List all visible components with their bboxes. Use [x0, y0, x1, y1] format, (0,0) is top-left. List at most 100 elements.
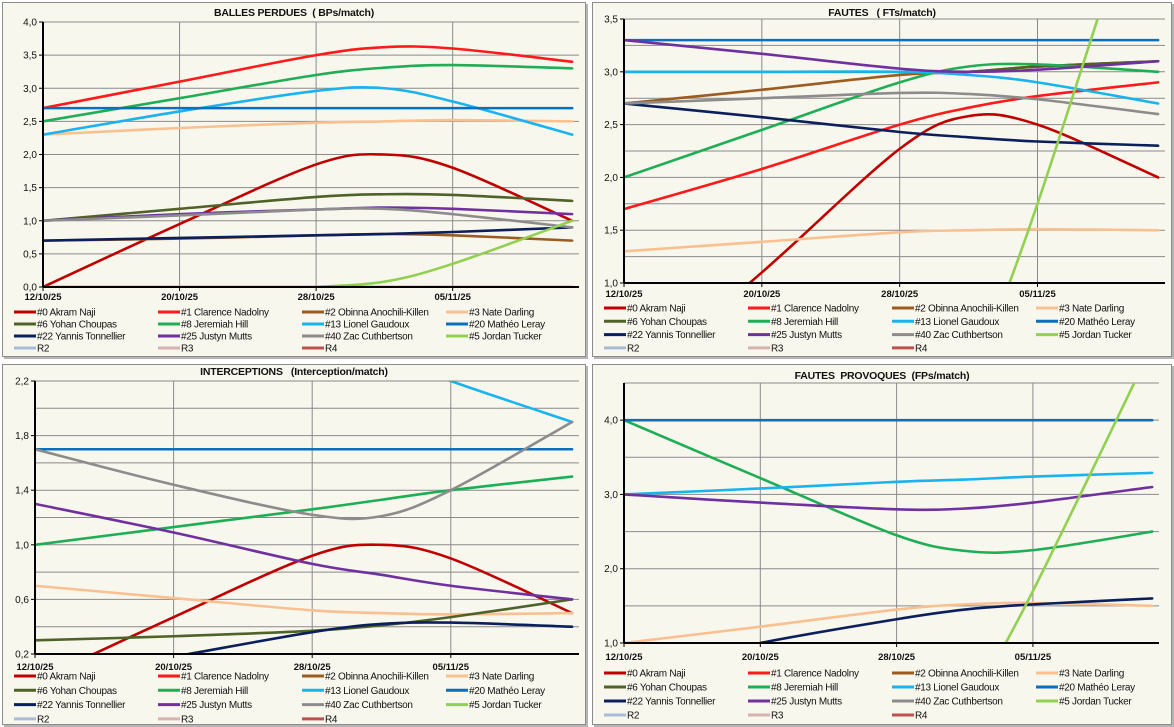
chart-fautes: FAUTES ( FTs/match) 12/10/25 20/10/25 28/1… — [592, 2, 1172, 357]
legend-item[interactable]: #8 Jeremiah Hill — [748, 683, 838, 694]
legend-item[interactable]: R2 — [604, 711, 640, 722]
legend-label: R4 — [325, 714, 338, 725]
legend-label: #13 Lionel Gaudoux — [915, 683, 999, 694]
chart-svg: 12/10/25 20/10/25 28/10/25 05/11/25 0,2 0,6 1,… — [14, 377, 579, 725]
y-tick-label: 1,0 — [604, 279, 618, 290]
series-line-8-jeremiah-hill — [624, 418, 1154, 554]
series-line-3-nate-darling — [624, 601, 1154, 643]
legend-item[interactable]: #20 Mathéo Leray — [446, 686, 545, 697]
y-tick-label: 1,8 — [15, 431, 29, 442]
legend-item[interactable]: R4 — [302, 344, 338, 355]
legend-item[interactable]: #8 Jeremiah Hill — [748, 317, 838, 328]
legend-item[interactable]: #25 Justyn Mutts — [158, 700, 252, 711]
legend-item[interactable]: R3 — [158, 344, 194, 355]
legend-label: #0 Akram Naji — [37, 672, 95, 683]
legend-item[interactable]: #6 Yohan Choupas — [14, 686, 117, 697]
legend-item[interactable]: #1 Clarence Nadolny — [158, 672, 269, 683]
legend: #0 Akram Naji #1 Clarence Nadolny #2 Obinn… — [604, 304, 1135, 354]
legend-item[interactable]: #0 Akram Naji — [604, 669, 686, 680]
legend-item[interactable]: #2 Obinna Anochili-Killen — [302, 672, 429, 683]
legend-label: #8 Jeremiah Hill — [771, 683, 838, 694]
legend-item[interactable]: #40 Zac Cuthbertson — [302, 332, 413, 343]
legend-item[interactable]: R2 — [14, 344, 50, 355]
legend-item[interactable]: #6 Yohan Choupas — [604, 317, 707, 328]
x-tick-label: 12/10/25 — [606, 652, 644, 663]
legend-item[interactable]: #6 Yohan Choupas — [604, 683, 707, 694]
legend-item[interactable]: #40 Zac Cuthbertson — [892, 330, 1003, 341]
legend-item[interactable]: #25 Justyn Mutts — [158, 332, 252, 343]
chart-interceptions: INTERCEPTIONS (Interception/match) 12/10… — [2, 364, 586, 725]
legend-item[interactable]: #20 Mathéo Leray — [446, 320, 545, 331]
legend-item[interactable]: R3 — [158, 714, 194, 725]
x-tick-label: 20/10/25 — [161, 292, 199, 303]
legend-item[interactable]: R4 — [892, 711, 928, 722]
legend-item[interactable]: #6 Yohan Choupas — [14, 320, 117, 331]
legend-item[interactable]: R4 — [302, 714, 338, 725]
legend-item[interactable]: R2 — [604, 343, 640, 354]
series-line-3-nate-darling — [43, 118, 574, 136]
legend-item[interactable]: #5 Jordan Tucker — [446, 700, 543, 711]
legend-item[interactable]: #1 Clarence Nadolny — [748, 669, 859, 680]
legend-item[interactable]: #13 Lionel Gaudoux — [892, 683, 1000, 694]
legend-item[interactable]: #13 Lionel Gaudoux — [302, 320, 410, 331]
legend-item[interactable]: R3 — [748, 343, 784, 354]
legend-item[interactable]: #3 Nate Darling — [1036, 304, 1124, 315]
legend-item[interactable]: #1 Clarence Nadolny — [748, 304, 859, 315]
y-tick-label: 0,5 — [23, 249, 37, 260]
y-tick-label: 1,0 — [23, 216, 37, 227]
legend: #0 Akram Naji #1 Clarence Nadolny #2 Obinn… — [14, 672, 545, 725]
legend-item[interactable]: R3 — [748, 711, 784, 722]
legend-item[interactable]: #2 Obinna Anochili-Killen — [302, 308, 429, 319]
legend-item[interactable]: #20 Mathéo Leray — [1036, 683, 1135, 694]
legend-label: R4 — [915, 343, 928, 354]
legend-item[interactable]: #3 Nate Darling — [446, 672, 534, 683]
legend-item[interactable]: #5 Jordan Tucker — [446, 332, 543, 343]
legend-item[interactable]: #13 Lionel Gaudoux — [302, 686, 410, 697]
legend-item[interactable]: #25 Justyn Mutts — [748, 330, 842, 341]
legend-label: #5 Jordan Tucker — [469, 700, 542, 711]
legend-item[interactable]: #5 Jordan Tucker — [1036, 697, 1133, 708]
legend-item[interactable]: #5 Jordan Tucker — [1036, 330, 1133, 341]
y-tick-label: 3,0 — [604, 67, 618, 78]
legend-item[interactable]: #13 Lionel Gaudoux — [892, 317, 1000, 328]
legend-item[interactable]: #40 Zac Cuthbertson — [892, 697, 1003, 708]
legend: #0 Akram Naji #1 Clarence Nadolny #2 Obinn… — [14, 308, 545, 355]
legend-label: #1 Clarence Nadolny — [181, 672, 269, 683]
legend-item[interactable]: #8 Jeremiah Hill — [158, 686, 248, 697]
series-line-22-yannis-tonnellier — [181, 621, 574, 654]
legend-item[interactable]: #8 Jeremiah Hill — [158, 320, 248, 331]
legend-item[interactable]: #3 Nate Darling — [446, 308, 534, 319]
legend-label: #13 Lionel Gaudoux — [915, 317, 999, 328]
legend-item[interactable]: #22 Yannis Tonnellier — [604, 697, 716, 708]
y-tick-label: 2,2 — [15, 377, 29, 388]
y-tick-label: 4,0 — [23, 18, 37, 29]
legend-item[interactable]: #40 Zac Cuthbertson — [302, 700, 413, 711]
legend-item[interactable]: #1 Clarence Nadolny — [158, 308, 269, 319]
legend-item[interactable]: #2 Obinna Anochili-Killen — [892, 304, 1019, 315]
legend-item[interactable]: #22 Yannis Tonnellier — [604, 330, 716, 341]
series-line-22-yannis-tonnellier — [753, 597, 1154, 643]
series-line-22-yannis-tonnellier — [43, 226, 574, 242]
legend-item[interactable]: #22 Yannis Tonnellier — [14, 332, 126, 343]
series-line-8-jeremiah-hill — [35, 475, 574, 547]
legend-label: #40 Zac Cuthbertson — [915, 330, 1003, 341]
legend-label: #25 Justyn Mutts — [771, 697, 842, 708]
chart-balles-perdues: BALLES PERDUES ( BPs/match) 12/10/25 20/1… — [2, 2, 586, 357]
chart-title: FAUTES PROVOQUES (FPs/match) — [794, 370, 970, 382]
y-tick-label: 2,0 — [604, 173, 618, 184]
series-line-13-lionel-gaudoux — [624, 471, 1154, 496]
legend-item[interactable]: #22 Yannis Tonnellier — [14, 700, 126, 711]
legend-label: #8 Jeremiah Hill — [181, 686, 248, 697]
legend-label: #0 Akram Naji — [627, 304, 685, 315]
legend-item[interactable]: #0 Akram Naji — [14, 308, 96, 319]
legend-item[interactable]: #0 Akram Naji — [604, 304, 686, 315]
series-line-3-nate-darling — [624, 227, 1160, 253]
legend-item[interactable]: #20 Mathéo Leray — [1036, 317, 1135, 328]
legend-item[interactable]: #2 Obinna Anochili-Killen — [892, 669, 1019, 680]
legend-item[interactable]: #25 Justyn Mutts — [748, 697, 842, 708]
chart-svg: 12/10/25 20/10/25 28/10/25 05/11/25 1,0 2,0 3,… — [604, 382, 1159, 722]
legend-item[interactable]: #0 Akram Naji — [14, 672, 96, 683]
legend-item[interactable]: #3 Nate Darling — [1036, 669, 1124, 680]
legend-item[interactable]: R2 — [14, 714, 50, 725]
legend-item[interactable]: R4 — [892, 343, 928, 354]
